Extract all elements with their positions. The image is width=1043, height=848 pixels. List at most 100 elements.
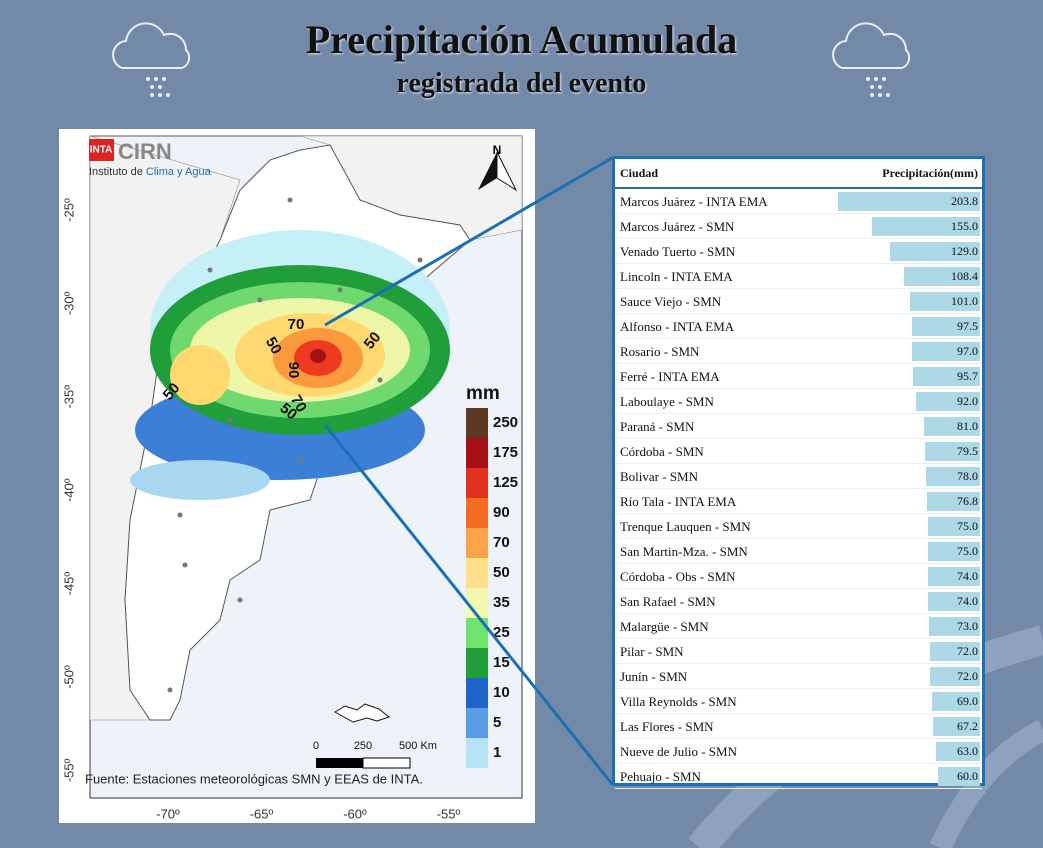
decor-arc <box>929 720 1043 848</box>
lon-label: -55º <box>437 806 461 821</box>
value-bar <box>928 567 980 586</box>
legend-label: 125 <box>493 474 518 491</box>
table-row: Córdoba - Obs - SMN 74.0 <box>615 564 982 589</box>
legend-label: 10 <box>493 684 510 701</box>
table-row: Marcos Juárez - INTA EMA 203.8 <box>615 189 982 214</box>
scale-bar <box>316 758 363 768</box>
table-row: Córdoba - SMN 79.5 <box>615 439 982 464</box>
lon-label: -70º <box>156 806 180 821</box>
table-header: Ciudad Precipitación(mm) <box>615 159 982 189</box>
value: 155.0 <box>951 219 978 233</box>
city: Pilar - SMN <box>620 644 684 659</box>
value-bar <box>915 392 980 411</box>
value-bar <box>929 642 980 661</box>
value-bar <box>923 417 980 436</box>
lat-label: -25º <box>61 198 76 222</box>
table-row: Paraná - SMN 81.0 <box>615 414 982 439</box>
legend-title: mm <box>466 383 500 404</box>
table-row: Sauce Viejo - SMN 101.0 <box>615 289 982 314</box>
value: 73.0 <box>957 619 978 633</box>
legend-swatch <box>466 498 488 528</box>
city: Trenque Lauquen - SMN <box>620 519 751 534</box>
table-row: Alfonso - INTA EMA 97.5 <box>615 314 982 339</box>
logo-box <box>89 139 114 161</box>
city: San Martin-Mza. - SMN <box>620 544 748 559</box>
legend-swatch <box>466 558 488 588</box>
value: 75.0 <box>957 519 978 533</box>
table-row: San Martin-Mza. - SMN 75.0 <box>615 539 982 564</box>
logo-institute: Instituto de Clima y Agua <box>89 166 212 178</box>
lat-label: -55º <box>61 758 76 782</box>
lat-label: -35º <box>61 385 76 409</box>
table-row: San Rafael - SMN 74.0 <box>615 589 982 614</box>
city: Ferré - INTA EMA <box>620 369 720 384</box>
value: 203.8 <box>951 194 978 208</box>
value-bar <box>909 292 980 311</box>
subtitle: registrada del evento <box>396 68 647 99</box>
city: Las Flores - SMN <box>620 719 714 734</box>
value-bar <box>924 442 980 461</box>
lat-label: -40º <box>61 478 76 502</box>
table-row: Pehuajo - SMN 60.0 <box>615 764 982 789</box>
lon-label: -65º <box>250 806 274 821</box>
legend-label: 25 <box>493 624 510 641</box>
value: 79.5 <box>957 444 978 458</box>
logo-inta: INTA <box>90 145 113 156</box>
value: 69.0 <box>957 694 978 708</box>
legend-label: 1 <box>493 744 501 761</box>
contour-label: 70 <box>288 316 305 333</box>
city: Río Tala - INTA EMA <box>620 494 737 509</box>
city: Córdoba - SMN <box>620 444 704 459</box>
source: Fuente: Estaciones meteorológicas SMN y … <box>85 771 423 786</box>
legend-swatch <box>466 738 488 768</box>
scale-label: 500 Km <box>399 740 437 752</box>
value-bar <box>929 667 980 686</box>
table-row: Bolivar - SMN 78.0 <box>615 464 982 489</box>
value: 72.0 <box>957 644 978 658</box>
lat-label: -50º <box>61 665 76 689</box>
lat-labels: -25º -30º -35º -40º -45º -50º -55º <box>61 198 76 782</box>
city: Paraná - SMN <box>620 419 695 434</box>
legend-swatch <box>466 648 488 678</box>
table-row: Lincoln - INTA EMA 108.4 <box>615 264 982 289</box>
city: Pehuajo - SMN <box>620 769 701 784</box>
logo-prefix: Instituto de <box>89 166 146 178</box>
table-row: Malargüe - SMN 73.0 <box>615 614 982 639</box>
table-row: Río Tala - INTA EMA 76.8 <box>615 489 982 514</box>
city: Sauce Viejo - SMN <box>620 294 722 309</box>
contour-label: 90 <box>285 362 302 379</box>
city: Alfonso - INTA EMA <box>620 319 735 334</box>
value-bar <box>926 492 980 511</box>
city: Nueve de Julio - SMN <box>620 744 737 759</box>
table-row: Nueve de Julio - SMN 63.0 <box>615 739 982 764</box>
legend-swatch <box>466 438 488 468</box>
value: 101.0 <box>951 294 978 308</box>
title: Precipitación Acumulada <box>305 17 738 62</box>
legend-swatch <box>466 618 488 648</box>
value: 97.5 <box>957 319 978 333</box>
city: Junín - SMN <box>620 669 688 684</box>
logo-highlight: Clima y Agua <box>146 166 212 178</box>
value: 95.7 <box>957 369 978 383</box>
legend-swatch <box>466 588 488 618</box>
value-bar <box>913 367 980 386</box>
contour-label: 70 <box>287 392 310 415</box>
value-bar <box>936 742 980 761</box>
legend-swatch <box>466 678 488 708</box>
value: 92.0 <box>957 394 978 408</box>
value: 67.2 <box>957 719 978 733</box>
value-bar <box>938 767 980 786</box>
legend-swatch <box>466 708 488 738</box>
map-panel: INTA CIRN Instituto de Clima y Agua N -2… <box>59 129 535 823</box>
value: 129.0 <box>951 244 978 258</box>
column-header: Ciudad <box>620 166 659 180</box>
north-label: N <box>493 143 502 157</box>
city: Rosario - SMN <box>620 344 700 359</box>
table-row: Villa Reynolds - SMN 69.0 <box>615 689 982 714</box>
value: 75.0 <box>957 544 978 558</box>
legend-swatch <box>466 408 488 438</box>
stations <box>167 197 423 693</box>
lat-label: -30º <box>61 291 76 315</box>
